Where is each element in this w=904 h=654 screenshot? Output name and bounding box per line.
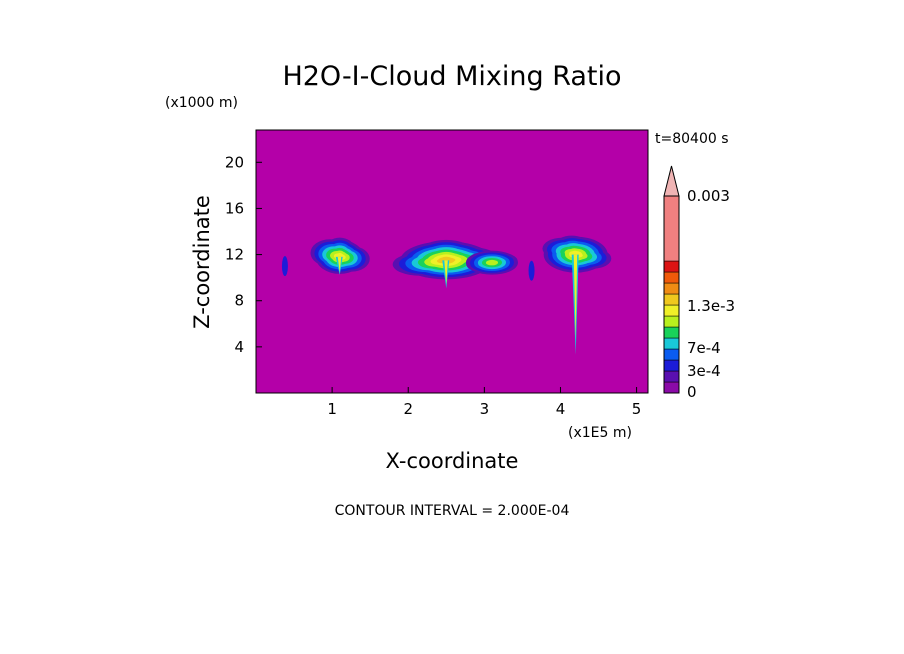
x-axis-label: X-coordinate bbox=[386, 449, 519, 473]
colorbar-label: 3e-4 bbox=[687, 362, 721, 380]
colorbar-segment bbox=[663, 293, 680, 306]
y-axis-ticks: 4 8 12 16 20 bbox=[225, 153, 262, 356]
colorbar-segment bbox=[663, 271, 680, 284]
cloud-region bbox=[465, 250, 518, 275]
colorbar-segment bbox=[663, 304, 680, 317]
colorbar-label: 0 bbox=[687, 383, 697, 401]
cloud-tail-core bbox=[337, 256, 342, 273]
colorbar-segment bbox=[663, 348, 680, 361]
colorbar-segment bbox=[663, 195, 680, 262]
colorbar-label: 7e-4 bbox=[687, 339, 721, 357]
colorbar-segment bbox=[663, 381, 680, 394]
cloud-tail-core bbox=[573, 254, 578, 340]
colorbar-segment bbox=[663, 282, 680, 295]
x-axis-ticks: 1 2 3 4 5 bbox=[327, 387, 641, 418]
y-tick-label: 4 bbox=[234, 338, 244, 356]
colorbar-segment bbox=[663, 337, 680, 350]
x-tick-label: 3 bbox=[480, 400, 490, 418]
cloud-contour-lobe bbox=[336, 253, 343, 258]
colorbar-frame bbox=[663, 195, 680, 394]
chart-title: H2O-I-Cloud Mixing Ratio bbox=[282, 61, 621, 92]
y-tick-label: 8 bbox=[234, 292, 244, 310]
cloud-contour-lobe bbox=[441, 256, 451, 261]
colorbar-segment bbox=[663, 370, 680, 383]
x-tick-label: 5 bbox=[632, 400, 642, 418]
cloud-contour-lobe bbox=[571, 250, 579, 255]
plot-frame bbox=[255, 129, 649, 394]
z-unit-label: (x1000 m) bbox=[165, 95, 238, 111]
cloud-region bbox=[542, 235, 612, 355]
contour-interval-label: CONTOUR INTERVAL = 2.000E-04 bbox=[335, 503, 570, 519]
x-tick-label: 2 bbox=[403, 400, 413, 418]
cloud-tail-core bbox=[444, 260, 448, 285]
colorbar-segment bbox=[663, 315, 680, 328]
colorbar-segment bbox=[663, 359, 680, 372]
colorbar-extend-arrow bbox=[663, 165, 680, 197]
colorbar-segment bbox=[663, 326, 680, 339]
time-label: t=80400 s bbox=[655, 131, 729, 147]
colorbar-label: 0.003 bbox=[687, 187, 730, 205]
cloud-wisp bbox=[281, 256, 288, 277]
colorbar: 0.003 1.3e-3 7e-4 3e-4 0 bbox=[663, 165, 735, 401]
x-tick-label: 4 bbox=[556, 400, 566, 418]
x-tick-label: 1 bbox=[327, 400, 337, 418]
y-tick-label: 12 bbox=[225, 246, 244, 264]
x-unit-label: (x1E5 m) bbox=[568, 425, 632, 441]
y-tick-label: 20 bbox=[225, 153, 244, 171]
colorbar-label: 1.3e-3 bbox=[687, 297, 735, 315]
y-tick-label: 16 bbox=[225, 199, 244, 217]
colorbar-segment bbox=[663, 260, 680, 273]
cloud-field bbox=[281, 235, 612, 355]
cloud-region bbox=[310, 237, 370, 275]
y-axis-label: Z-coordinate bbox=[190, 195, 214, 329]
cloud-wisp bbox=[528, 260, 535, 281]
cloud-contour-lobe bbox=[490, 260, 498, 264]
